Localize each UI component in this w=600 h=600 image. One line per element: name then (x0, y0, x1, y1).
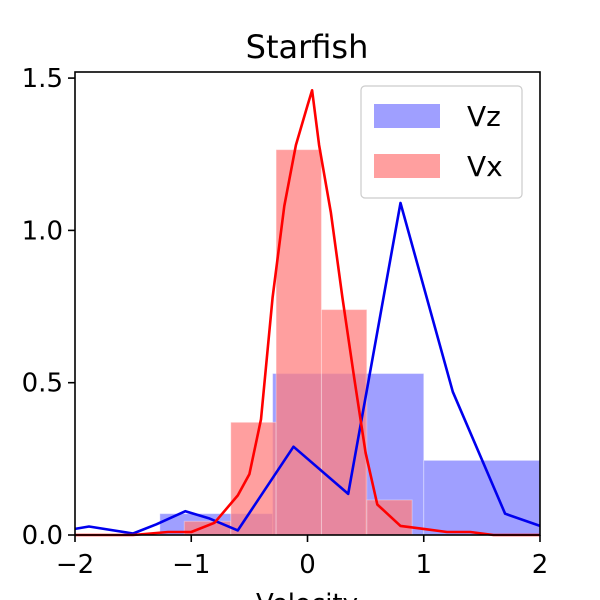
x-tick-label: 1 (415, 550, 432, 580)
x-tick-label: −2 (56, 550, 94, 580)
y-tick-label: 0.0 (22, 521, 63, 551)
legend-swatch-vx (374, 154, 440, 178)
legend-swatch-vz (374, 104, 440, 128)
x-tick-label: 2 (532, 550, 549, 580)
y-axis: 0.0 0.5 1.0 1.5 (22, 64, 75, 551)
y-tick-label: 0.5 (22, 369, 63, 399)
chart-title: Starfish (246, 28, 369, 66)
bar-vx-1 (230, 421, 277, 536)
x-tick-label: −1 (172, 550, 210, 580)
bar-vx-4 (366, 499, 413, 536)
legend-label-vz: Vz (467, 100, 501, 133)
y-tick-label: 1.5 (22, 64, 63, 94)
y-tick-label: 1.0 (22, 216, 63, 246)
curve-vx-density (75, 89, 540, 537)
legend: Vz Vx (360, 85, 523, 199)
legend-label-vx: Vx (467, 150, 503, 183)
bar-vx-3 (320, 309, 368, 536)
x-tick-label: 0 (299, 550, 316, 580)
curves-layer (74, 89, 541, 537)
curve-vz-density (74, 201, 541, 535)
bars-layer (159, 149, 541, 536)
x-axis: −2 −1 0 1 2 (56, 535, 548, 580)
x-axis-label: Velocity (256, 589, 358, 600)
bar-vz-3 (423, 459, 541, 536)
